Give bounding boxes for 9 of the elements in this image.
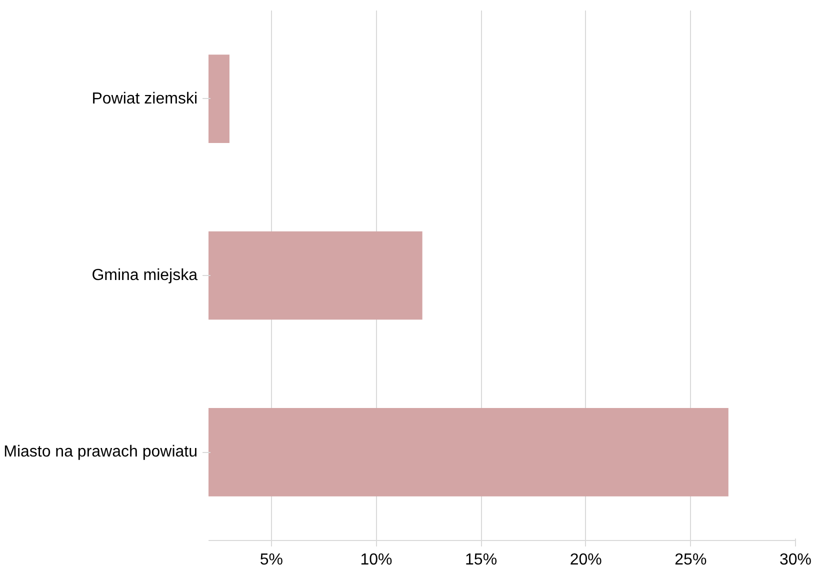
y-tick-label: Powiat ziemski: [92, 90, 198, 108]
x-tick-label: 10%: [360, 552, 392, 568]
y-tick-label: Gmina miejska: [92, 267, 198, 284]
x-tick-label: 5%: [260, 552, 283, 568]
y-tick-label: Miasto na prawach powiatu: [4, 444, 198, 461]
x-tick-label: 20%: [570, 552, 602, 568]
x-tick-label: 25%: [674, 552, 707, 568]
x-tick-label: 30%: [779, 552, 812, 568]
x-tick-label: 15%: [465, 552, 498, 568]
